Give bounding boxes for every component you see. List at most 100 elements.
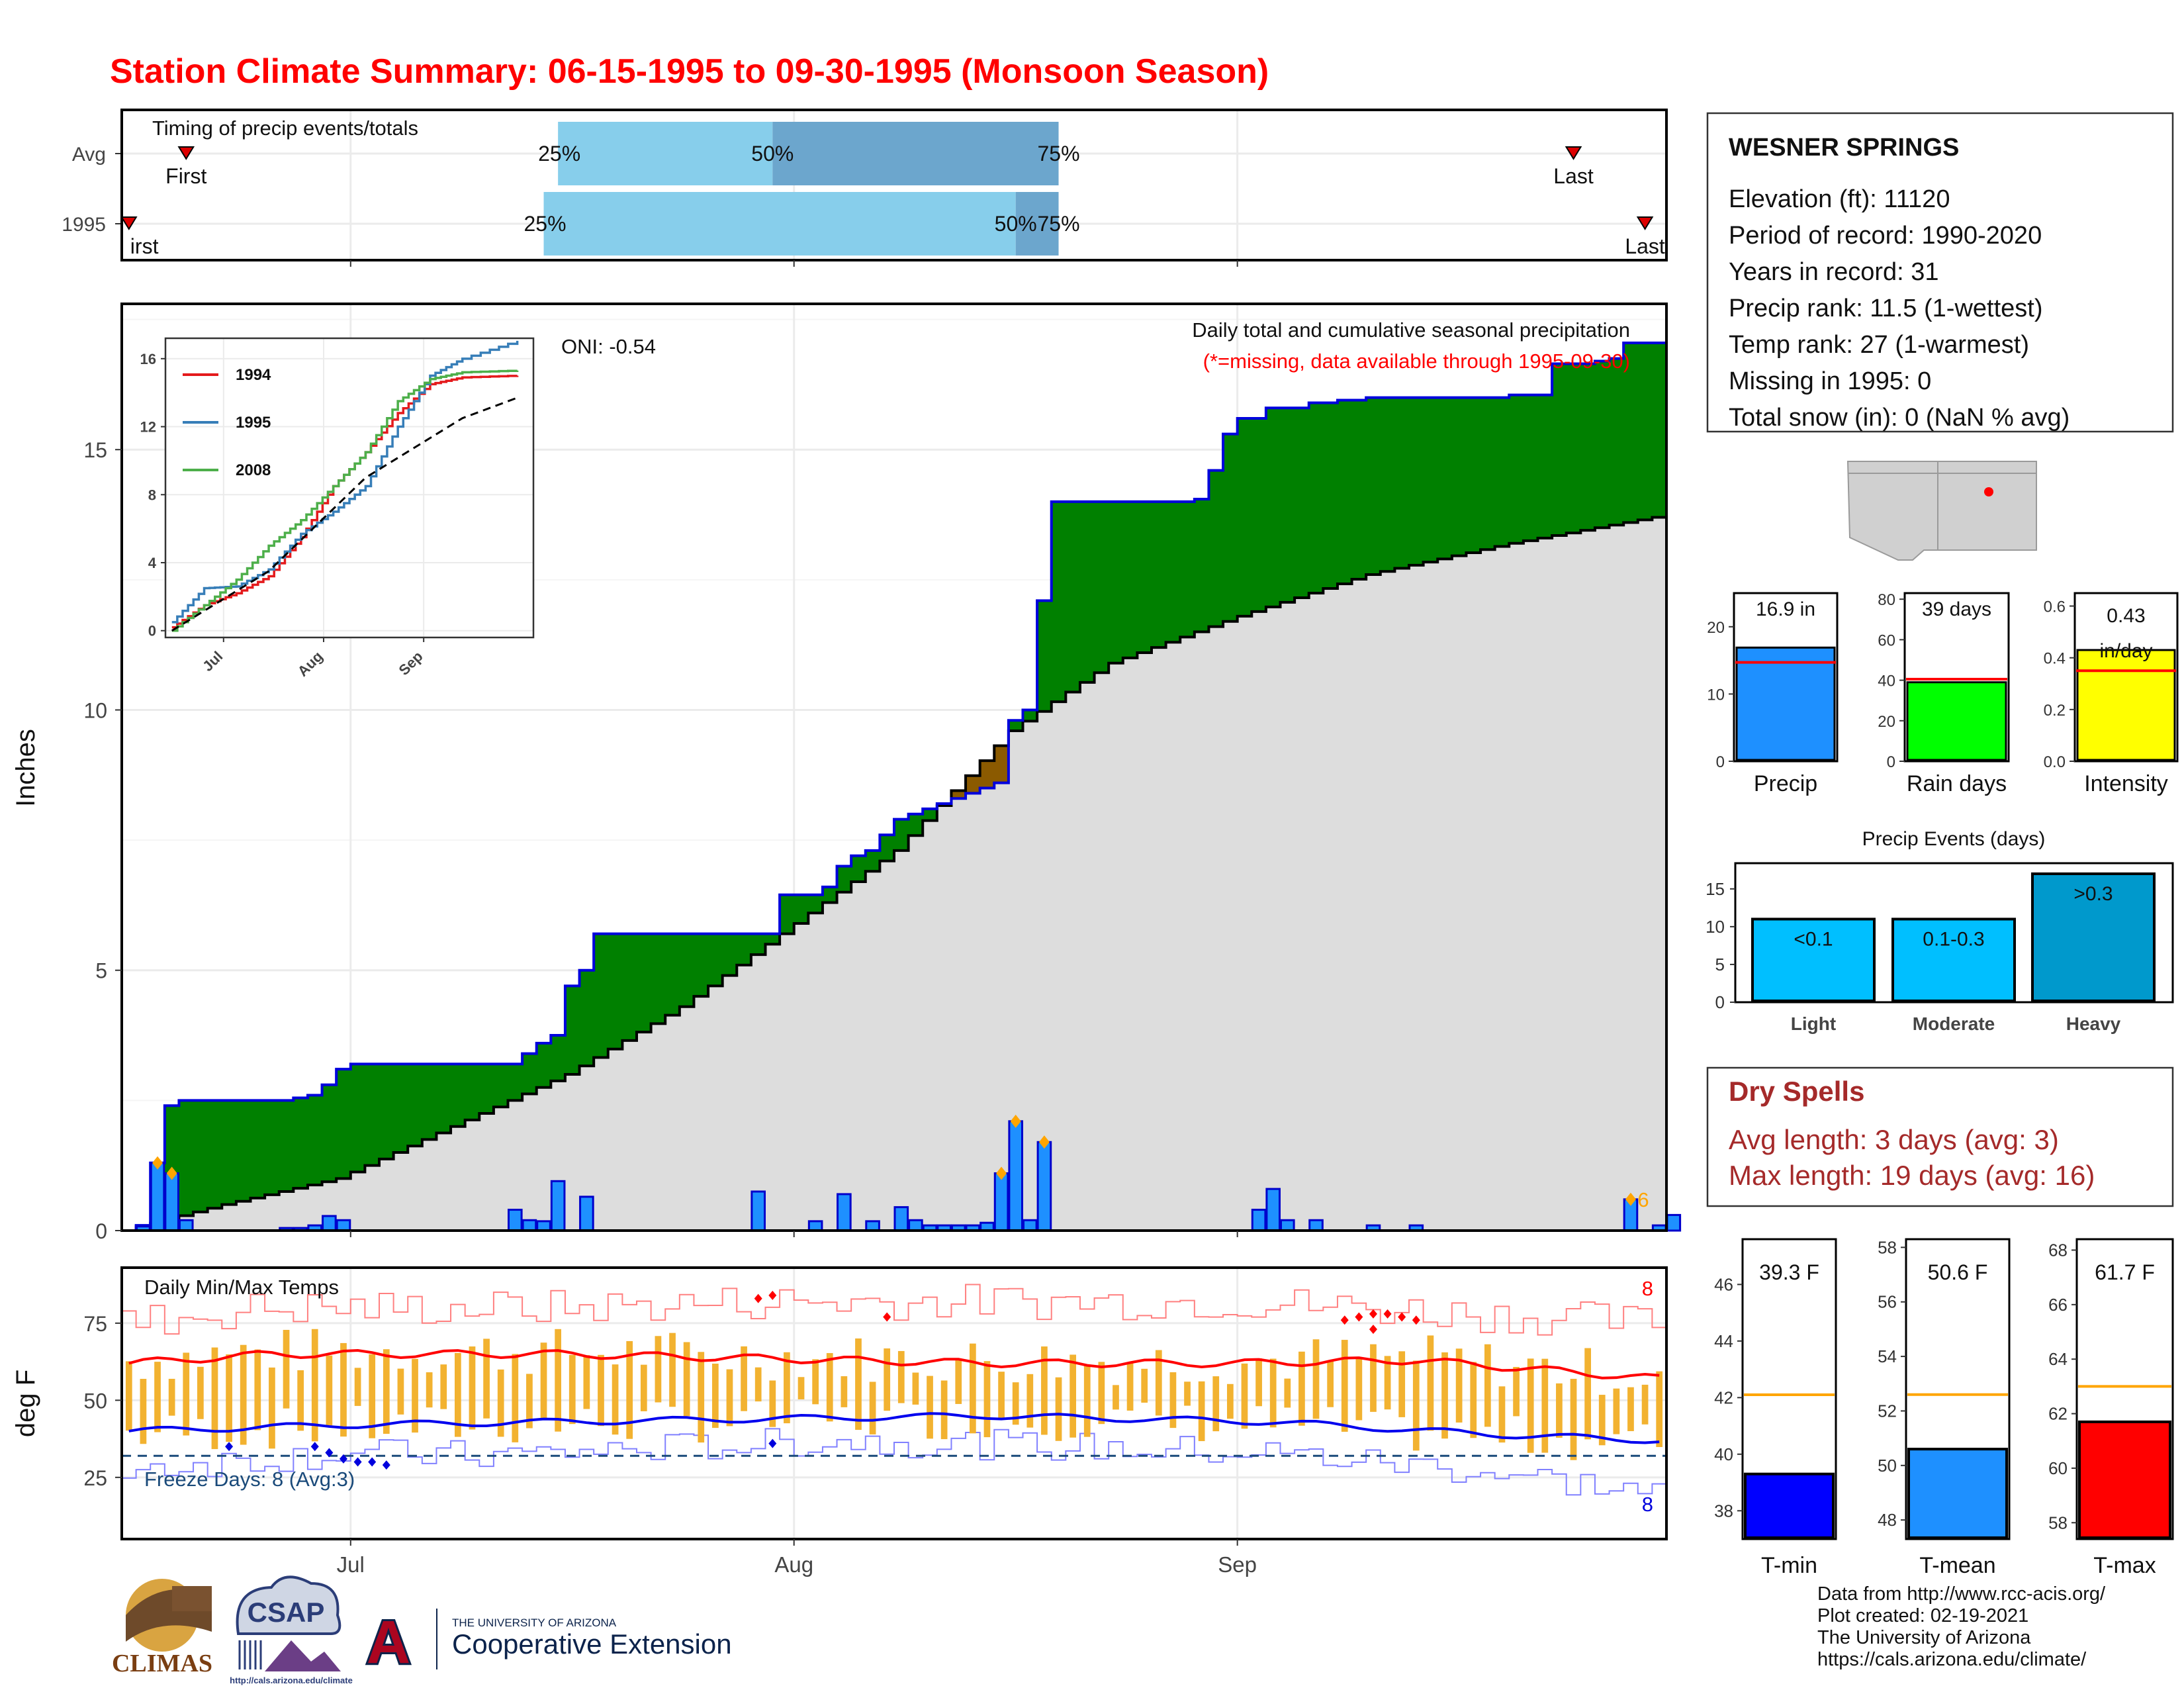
daily-temp-range-bar	[1126, 1363, 1134, 1411]
temp-summary-ytick-label: 52	[1878, 1401, 1897, 1421]
daily-precip-bar	[164, 1172, 179, 1232]
main-ytick-label: 10	[83, 698, 107, 722]
summary-bar-label: Intensity	[2084, 771, 2168, 796]
heavy-day-marker	[1038, 1135, 1050, 1149]
surplus-deficit-segment	[608, 933, 623, 1049]
temp-summary-ytick-label: 46	[1714, 1274, 1733, 1294]
daily-temp-range-bar	[540, 1342, 547, 1418]
summary-value-label: 0.43	[2107, 605, 2145, 627]
heavy-day-marker	[152, 1156, 163, 1170]
station-info-line: Missing in 1995: 0	[1729, 367, 1931, 395]
footer-line: Data from http://www.rcc-acis.org/	[1817, 1583, 2106, 1605]
record-low-marker	[368, 1457, 377, 1467]
record-low-marker	[353, 1457, 362, 1467]
surplus-deficit-segment	[1037, 600, 1052, 712]
summary-bar-label: Precip	[1754, 771, 1817, 796]
temps-ytick-label: 25	[83, 1466, 107, 1490]
record-low-marker	[382, 1460, 390, 1470]
record-min-line	[122, 1428, 1666, 1496]
daily-temp-range-bar	[1641, 1384, 1649, 1425]
record-low-marker	[325, 1448, 334, 1458]
surplus-deficit-segment	[307, 1095, 323, 1186]
record-min-count: 8	[1642, 1493, 1653, 1516]
surplus-deficit-segment	[379, 1064, 394, 1159]
daily-precip-bar	[336, 1219, 351, 1232]
inset-ytick-label: 16	[140, 351, 156, 367]
daily-temp-range-bar	[555, 1329, 562, 1432]
surplus-deficit-segment	[536, 1043, 551, 1088]
freeze-days-label: Freeze Days: 8 (Avg:3)	[144, 1468, 355, 1491]
ua-logo-top-text: THE UNIVERSITY OF ARIZONA	[452, 1617, 617, 1629]
summary-value-unit: in/day	[2099, 640, 2152, 662]
daily-temp-range-bar	[855, 1338, 862, 1430]
temps-ytick-label: 50	[83, 1389, 107, 1413]
temps-ytick-label: 75	[83, 1312, 107, 1336]
daily-temp-range-bar	[1398, 1351, 1406, 1417]
daily-temp-range-bar	[1198, 1381, 1205, 1442]
temp-summary-ytick-label: 40	[1714, 1444, 1733, 1464]
surplus-deficit-segment	[1280, 408, 1295, 602]
surplus-deficit-segment	[794, 894, 809, 923]
event-category-label: Light	[1791, 1013, 1836, 1034]
daily-temp-range-bar	[1212, 1376, 1220, 1432]
daily-temp-range-bar	[1427, 1335, 1434, 1431]
surplus-deficit-segment	[1079, 501, 1095, 682]
daily-precip-bar	[1280, 1219, 1295, 1232]
surplus-deficit-segment	[579, 970, 594, 1066]
surplus-deficit-segment	[837, 866, 852, 892]
footer-line: Plot created: 02-19-2021	[1817, 1605, 2028, 1626]
daily-temp-range-bar	[683, 1342, 690, 1417]
summary-ytick-label: 0	[1887, 753, 1895, 771]
temp-summary-ytick-label: 60	[2048, 1458, 2068, 1478]
surplus-deficit-segment	[1366, 397, 1381, 575]
summary-bar-label: Rain days	[1907, 771, 2007, 796]
daily-temp-range-bar	[726, 1369, 733, 1427]
daily-temp-range-bar	[125, 1361, 132, 1431]
temps-title: Daily Min/Max Temps	[144, 1276, 339, 1299]
surplus-deficit-segment	[265, 1100, 280, 1195]
surplus-deficit-segment	[694, 933, 709, 997]
event-bar	[1751, 917, 1876, 1003]
surplus-deficit-segment	[808, 894, 823, 914]
daily-precip-bar	[993, 1172, 1009, 1232]
main-ytick-label: 15	[83, 438, 107, 462]
surplus-deficit-segment	[594, 933, 609, 1058]
daily-temp-range-bar	[440, 1364, 447, 1409]
surplus-deficit-segment	[293, 1098, 308, 1189]
daily-temp-range-bar	[912, 1372, 919, 1405]
daily-temp-range-bar	[454, 1352, 461, 1437]
daily-temp-range-bar	[1455, 1348, 1463, 1423]
daily-temp-range-bar	[226, 1354, 232, 1442]
temp-summary-ytick-label: 38	[1714, 1501, 1733, 1521]
daily-temp-range-bar	[1527, 1358, 1534, 1453]
surplus-deficit-segment	[1237, 418, 1252, 616]
timing-title: Timing of precip events/totals	[152, 117, 418, 140]
daily-temp-range-bar	[397, 1368, 404, 1415]
daily-temp-range-bar	[1312, 1339, 1320, 1419]
surplus-deficit-segment	[1594, 361, 1610, 528]
surplus-deficit-segment	[994, 745, 1009, 783]
surplus-deficit-segment	[923, 808, 938, 821]
summary-bars: 16.9 in 0 10 20 Precip 39 days 0 20 40 60 80 Rain d…	[1707, 591, 2179, 796]
daily-temp-range-bar	[1155, 1350, 1162, 1416]
surplus-deficit-segment	[1295, 408, 1310, 598]
summary-bar	[2076, 649, 2176, 761]
surplus-deficit-segment	[1652, 342, 1667, 518]
daily-temp-range-bar	[927, 1376, 933, 1439]
daily-temp-range-bar	[826, 1353, 833, 1422]
surplus-deficit-segment	[622, 933, 637, 1041]
timing-bar-25-50	[558, 122, 773, 185]
daily-temp-range-bar	[340, 1342, 347, 1437]
daily-temp-range-bar	[412, 1358, 418, 1433]
daily-temp-range-bar	[1570, 1378, 1577, 1460]
daily-temp-range-bar	[612, 1364, 619, 1435]
daily-temp-range-bar	[1113, 1385, 1119, 1410]
surplus-deficit-segment	[1094, 501, 1109, 673]
summary-ytick-label: 20	[1878, 713, 1895, 731]
daily-precip-bar	[178, 1219, 194, 1232]
surplus-deficit-segment	[979, 761, 995, 788]
record-high-marker	[768, 1290, 777, 1300]
station-info-line: Precip rank: 11.5 (1-wettest)	[1729, 295, 2042, 322]
summary-ytick-label: 80	[1878, 591, 1895, 609]
temp-summary-bar	[2078, 1420, 2171, 1540]
